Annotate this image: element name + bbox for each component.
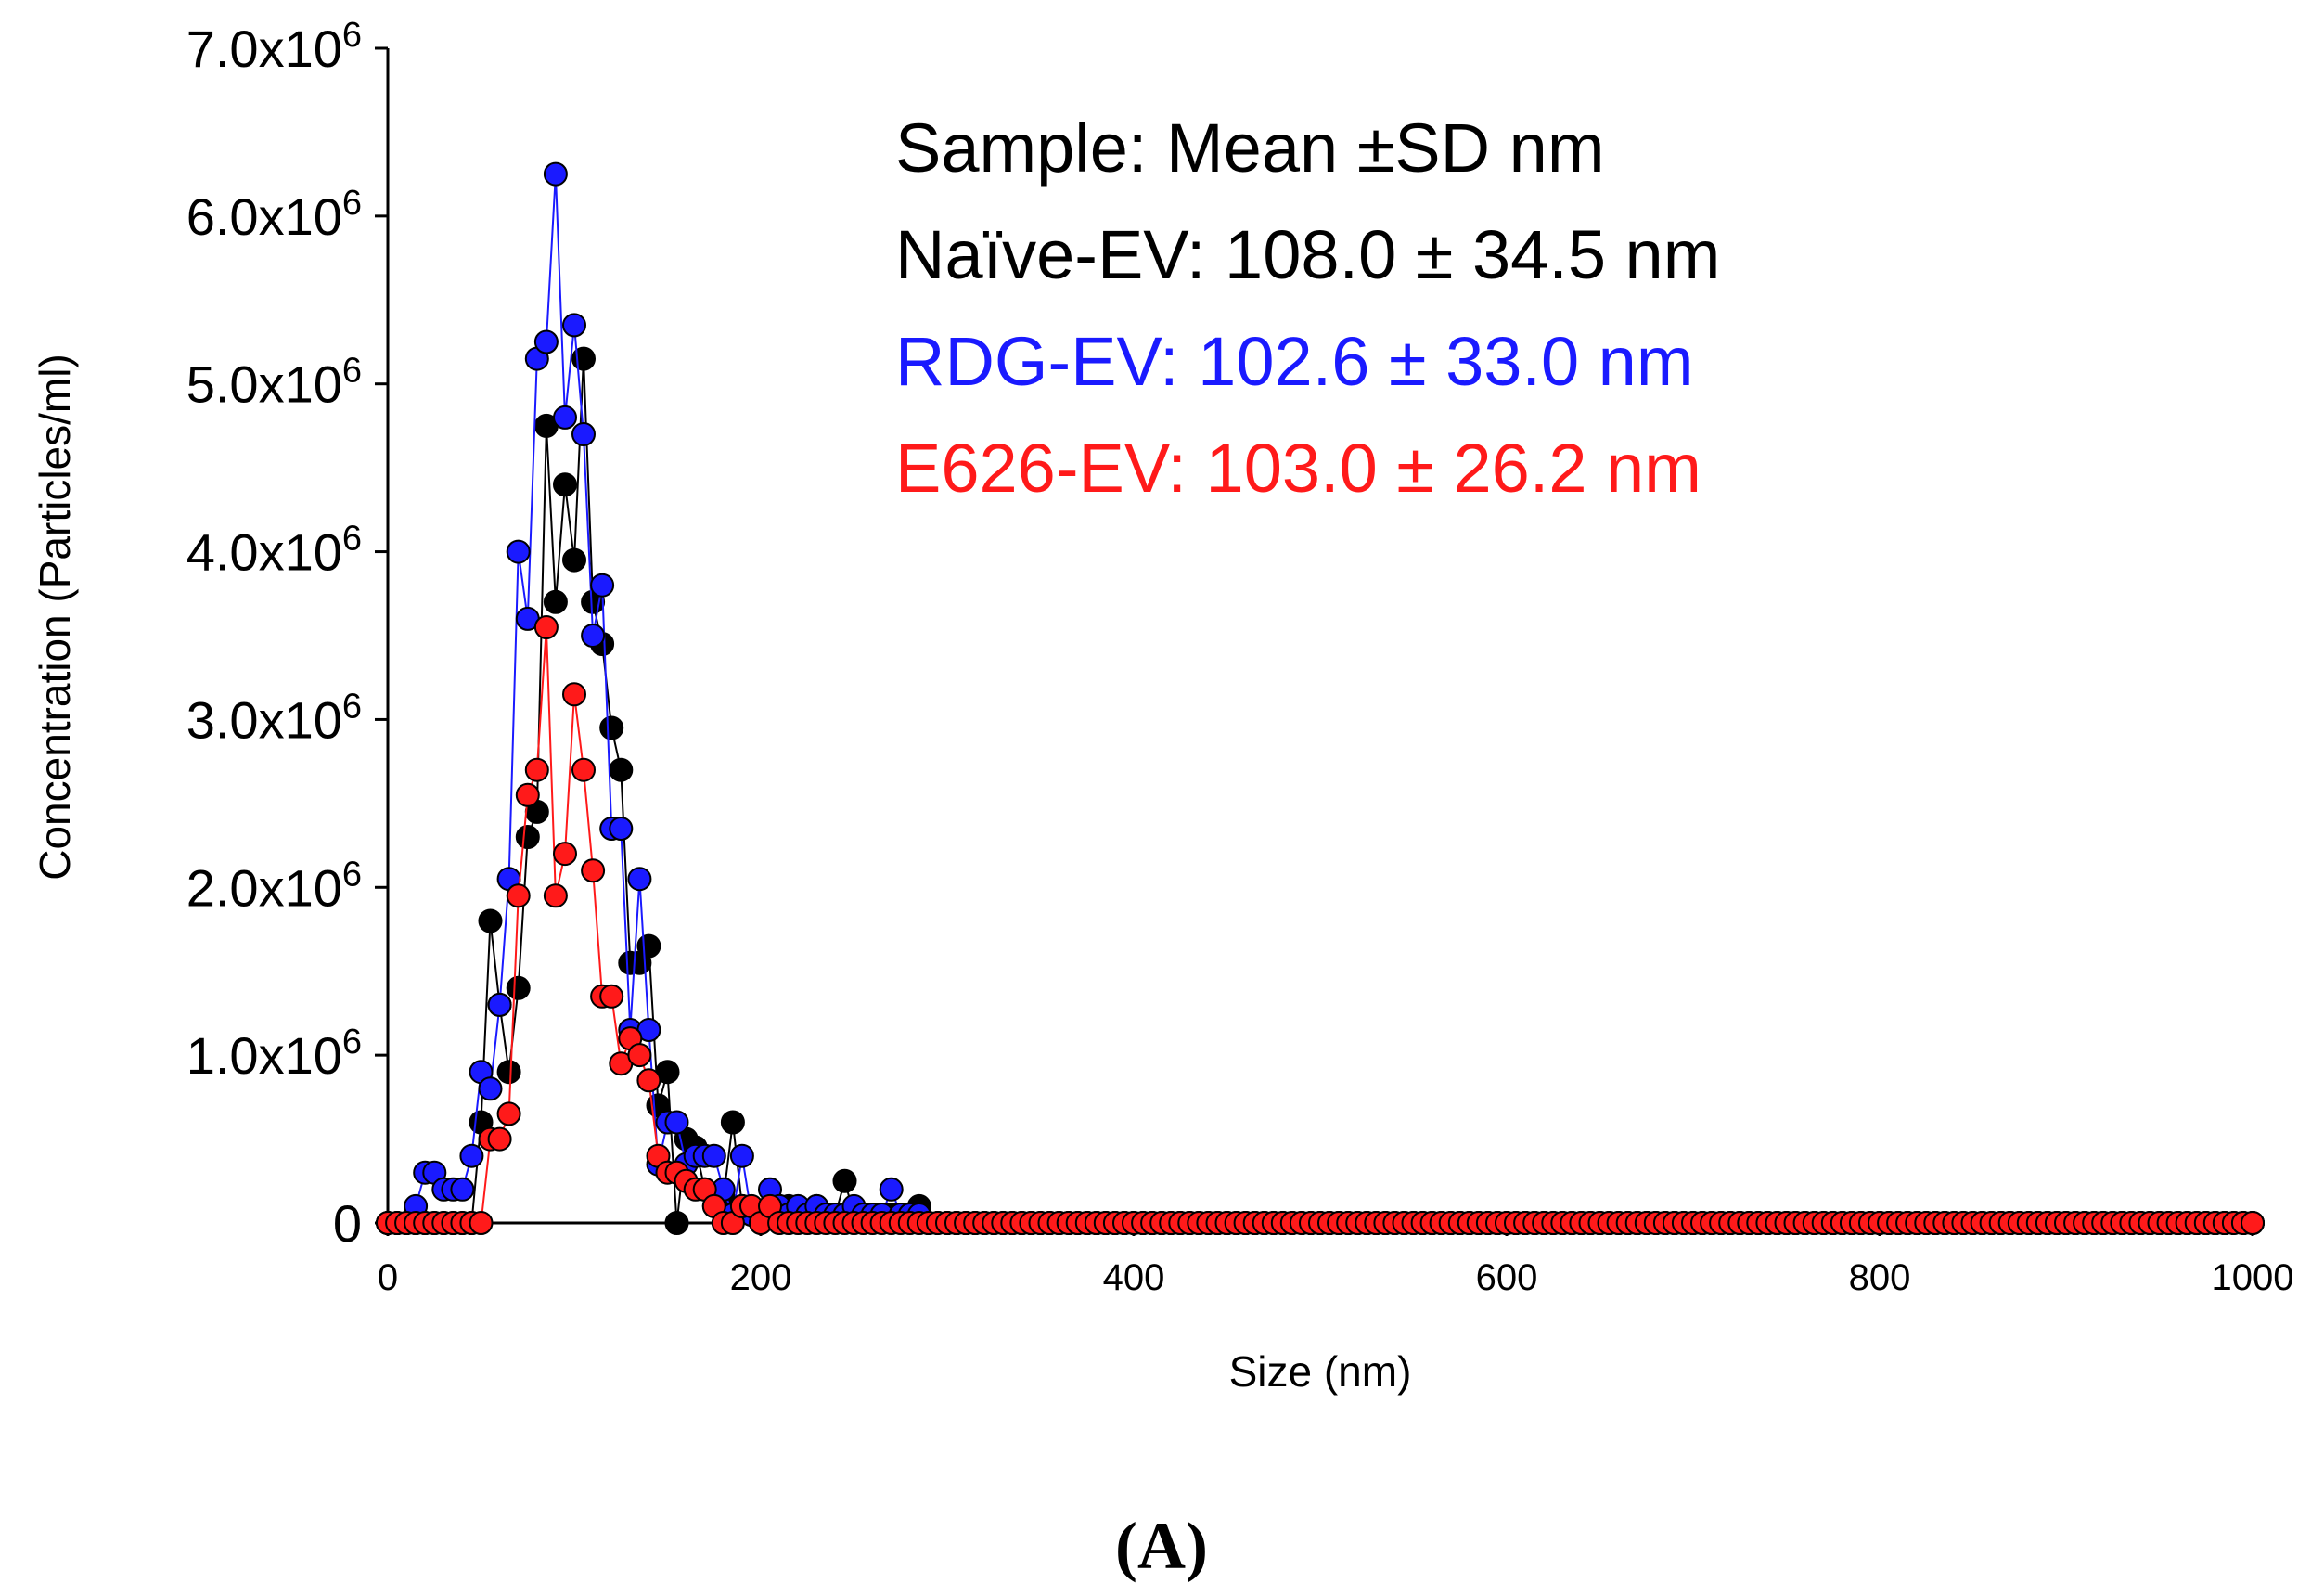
data-point xyxy=(506,975,531,1000)
y-tick-label: 7.0x106 xyxy=(186,16,362,78)
y-tick-label: 0 xyxy=(333,1194,362,1253)
series-e626-ev xyxy=(376,615,2265,1235)
y-tick-label-exponent: 6 xyxy=(342,16,362,55)
y-tick-label-exponent: 6 xyxy=(342,352,362,391)
y-tick-label-base: 5.0x10 xyxy=(186,355,342,414)
data-point xyxy=(701,1143,726,1168)
data-point xyxy=(636,933,661,959)
data-point xyxy=(636,1068,661,1093)
legend: Sample: Mean ±SD nm Naïve-EV: 108.0 ± 34… xyxy=(895,109,1720,507)
y-tick-label-base: 0 xyxy=(333,1194,362,1253)
series-layer xyxy=(376,161,2265,1235)
data-point xyxy=(487,1126,512,1152)
data-point xyxy=(627,1043,652,1068)
data-point xyxy=(664,1211,689,1235)
legend-entry-rdg-ev: RDG-EV: 102.6 ± 33.0 nm xyxy=(895,323,1693,400)
y-tick-label: 2.0x106 xyxy=(186,855,362,917)
x-axis-title: Size (nm) xyxy=(1229,1347,1412,1396)
y-tick-label-base: 7.0x10 xyxy=(186,19,342,78)
data-point xyxy=(469,1211,494,1235)
y-tick-label-exponent: 6 xyxy=(342,184,362,223)
data-point xyxy=(729,1143,754,1168)
y-tick-label-exponent: 6 xyxy=(342,687,362,726)
y-tick-label-exponent: 6 xyxy=(342,855,362,894)
data-point xyxy=(533,329,559,354)
panel-label: (A) xyxy=(1115,1509,1208,1583)
data-point xyxy=(515,825,540,849)
y-tick-label-base: 2.0x10 xyxy=(186,858,342,917)
x-tick-label: 1000 xyxy=(2212,1257,2294,1298)
data-point xyxy=(450,1177,475,1202)
data-point xyxy=(581,624,606,648)
data-point xyxy=(664,1110,689,1135)
data-point xyxy=(720,1110,745,1135)
y-axis-title: Concentration (Particles/ml) xyxy=(31,354,79,881)
data-point xyxy=(832,1168,857,1193)
legend-entry-e626-ev: E626-EV: 103.0 ± 26.2 nm xyxy=(895,430,1701,507)
data-point xyxy=(562,547,586,573)
data-point xyxy=(590,573,615,598)
data-point xyxy=(478,908,503,933)
legend-entry-naive-ev: Naïve-EV: 108.0 ± 34.5 nm xyxy=(895,216,1720,293)
data-point xyxy=(487,992,512,1017)
y-tick-label-base: 1.0x10 xyxy=(186,1026,342,1085)
data-point xyxy=(627,867,652,892)
y-tick-label: 1.0x106 xyxy=(186,1023,362,1085)
y-tick-label: 4.0x106 xyxy=(186,520,362,582)
y-tick-label-base: 6.0x10 xyxy=(186,187,342,246)
data-point xyxy=(599,984,624,1009)
x-tick-label: 400 xyxy=(1103,1257,1165,1298)
x-tick-label: 800 xyxy=(1849,1257,1911,1298)
data-point xyxy=(879,1177,904,1202)
data-point xyxy=(506,539,531,564)
y-tick-label-base: 3.0x10 xyxy=(186,690,342,749)
data-point xyxy=(496,1101,521,1126)
data-point xyxy=(2241,1211,2265,1235)
x-tick-label: 600 xyxy=(1476,1257,1538,1298)
data-point xyxy=(581,858,606,883)
data-point xyxy=(459,1143,484,1168)
data-point xyxy=(543,883,568,908)
data-point xyxy=(609,757,634,782)
data-point xyxy=(543,589,568,614)
y-tick-label: 3.0x106 xyxy=(186,687,362,749)
axes: 01.0x1062.0x1063.0x1064.0x1065.0x1066.0x… xyxy=(186,16,2294,1298)
data-point xyxy=(506,883,531,908)
y-tick-label-exponent: 6 xyxy=(342,1023,362,1062)
data-point xyxy=(562,313,586,338)
data-point xyxy=(553,842,577,867)
data-point xyxy=(543,161,568,187)
x-tick-label: 0 xyxy=(378,1257,398,1298)
y-ticks: 01.0x1062.0x1063.0x1064.0x1065.0x1066.0x… xyxy=(186,16,388,1253)
data-point xyxy=(609,817,634,841)
data-point xyxy=(524,757,549,782)
data-point xyxy=(562,682,586,707)
y-tick-label-exponent: 6 xyxy=(342,520,362,559)
y-tick-label-base: 4.0x10 xyxy=(186,523,342,582)
data-point xyxy=(571,757,596,782)
data-point xyxy=(515,782,540,807)
data-point xyxy=(533,615,559,639)
y-tick-label: 5.0x106 xyxy=(186,352,362,414)
data-point xyxy=(553,405,577,430)
data-point xyxy=(571,422,596,446)
x-tick-label: 200 xyxy=(730,1257,792,1298)
y-tick-label: 6.0x106 xyxy=(186,184,362,246)
data-point xyxy=(553,472,577,497)
data-point xyxy=(599,715,624,740)
data-point xyxy=(496,1060,521,1085)
data-point xyxy=(478,1076,503,1101)
legend-header: Sample: Mean ±SD nm xyxy=(895,109,1604,187)
